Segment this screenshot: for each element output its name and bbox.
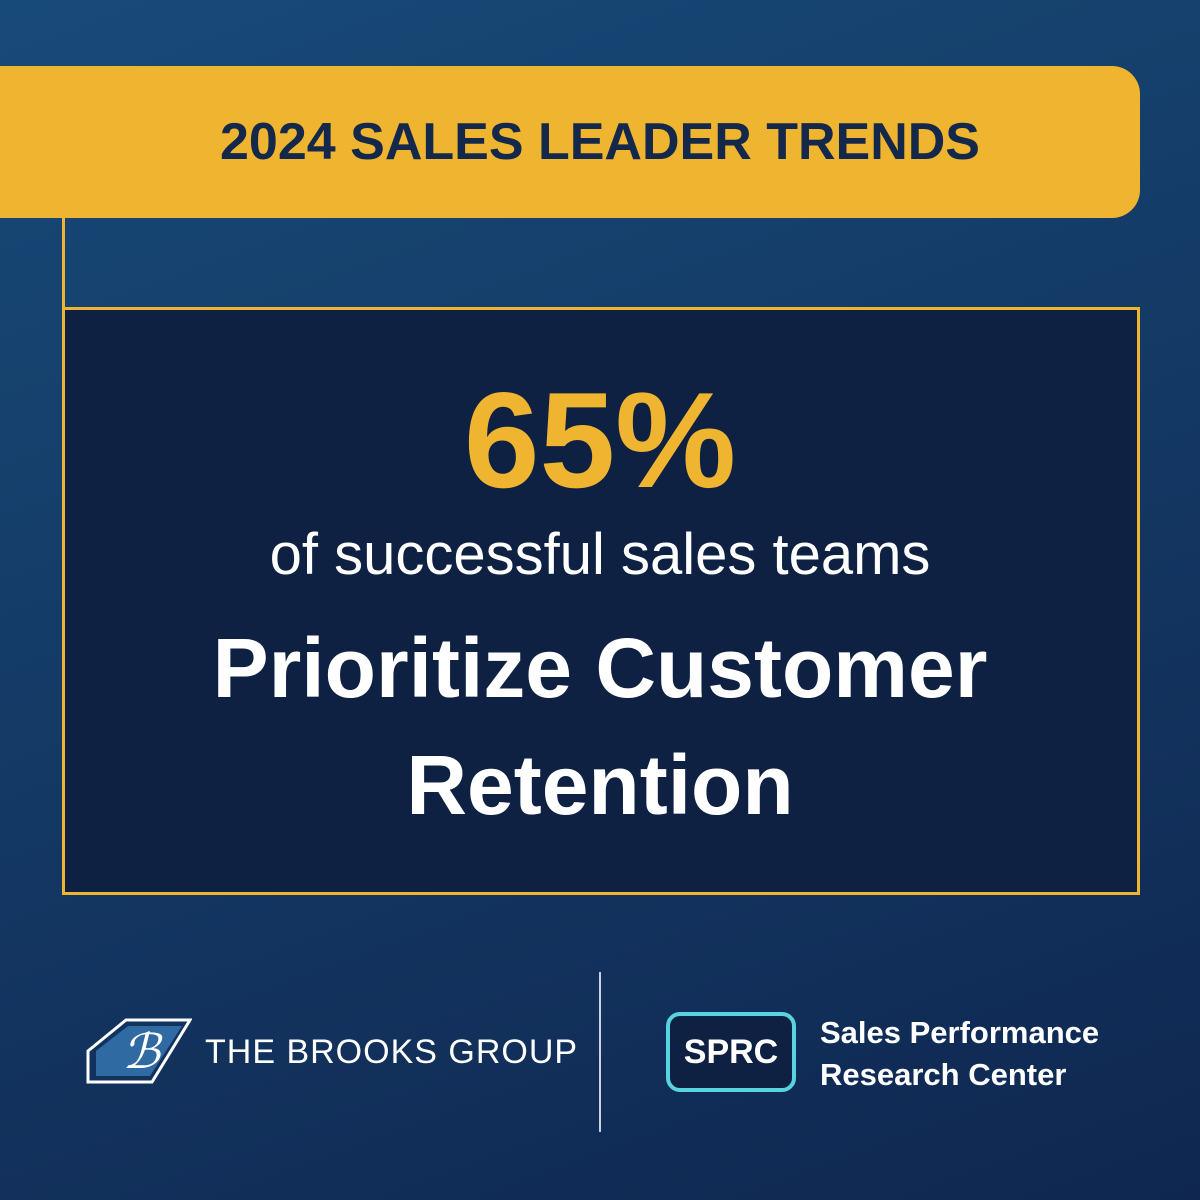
stat-caption: of successful sales teams: [269, 522, 931, 587]
banner: [0, 66, 1140, 218]
brooks-name: THE BROOKS GROUP: [205, 1033, 579, 1071]
svg-text:ℬ: ℬ: [122, 1026, 163, 1079]
stat-box: [62, 307, 1140, 895]
stat-headline: Retention: [406, 738, 794, 832]
connector: [62, 218, 65, 310]
stat-headline: Prioritize Customer: [212, 621, 988, 715]
brooks-logo: ℬ: [86, 1018, 192, 1084]
divider: [599, 972, 601, 1132]
sprc-badge: SPRC: [666, 1012, 796, 1092]
sprc-name: Sales Performance: [820, 1015, 1100, 1050]
title: 2024 SALES LEADER TRENDS: [220, 113, 980, 171]
stat-value: 65%: [463, 364, 737, 516]
sprc-name: Research Center: [820, 1057, 1067, 1092]
